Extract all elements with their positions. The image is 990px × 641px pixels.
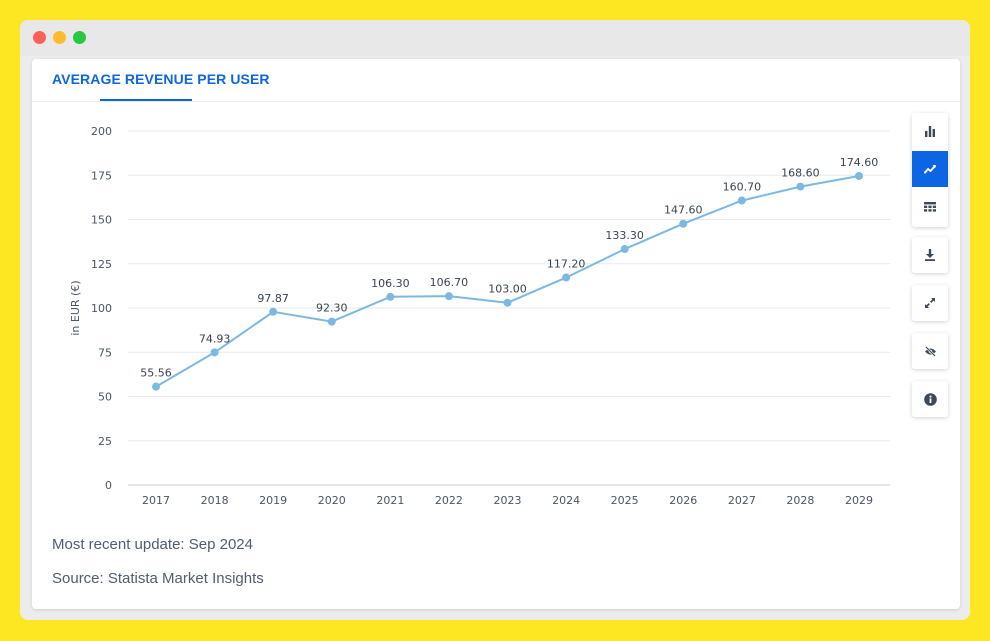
card-header: AVERAGE REVENUE PER USER bbox=[32, 59, 960, 102]
data-label: 174.60 bbox=[840, 156, 879, 169]
data-point bbox=[386, 292, 395, 301]
x-tick-label: 2017 bbox=[142, 494, 170, 507]
data-label: 55.56 bbox=[140, 367, 172, 380]
data-point bbox=[796, 182, 805, 191]
data-point bbox=[327, 317, 336, 326]
y-tick-label: 100 bbox=[91, 302, 112, 315]
download-button[interactable] bbox=[912, 237, 948, 273]
line-chart: 0 25 50 75 100 125 150 175 200 in EUR (€) 2017 2018… bbox=[69, 125, 890, 507]
info-button[interactable] bbox=[912, 381, 948, 417]
hide-button[interactable] bbox=[912, 333, 948, 369]
data-label: 147.60 bbox=[664, 204, 703, 217]
chart-card: AVERAGE REVENUE PER USER 0 25 50 75 100 125 15… bbox=[32, 59, 960, 609]
close-window-button[interactable] bbox=[33, 31, 46, 44]
data-label: 92.30 bbox=[316, 302, 348, 315]
y-tick-label: 0 bbox=[105, 479, 112, 492]
x-tick-label: 2025 bbox=[611, 494, 639, 507]
data-label: 97.87 bbox=[257, 292, 289, 305]
y-tick-label: 150 bbox=[91, 214, 112, 227]
x-tick-label: 2019 bbox=[259, 494, 287, 507]
x-tick-label: 2029 bbox=[845, 494, 873, 507]
x-tick-label: 2027 bbox=[728, 494, 756, 507]
data-point bbox=[679, 219, 688, 228]
bar-chart-button[interactable] bbox=[912, 113, 948, 149]
data-point bbox=[152, 382, 160, 391]
line-chart-button[interactable] bbox=[912, 151, 948, 187]
info-icon bbox=[923, 392, 937, 406]
active-tab-underline bbox=[100, 99, 192, 101]
window-titlebar bbox=[20, 20, 970, 56]
data-point bbox=[562, 273, 571, 282]
y-tick-label: 125 bbox=[91, 258, 112, 271]
minimize-window-button[interactable] bbox=[53, 31, 66, 44]
eye-off-icon bbox=[924, 345, 936, 357]
expand-icon bbox=[925, 298, 935, 308]
x-tick-label: 2028 bbox=[786, 494, 814, 507]
data-label: 133.30 bbox=[605, 229, 644, 242]
series-line bbox=[155, 175, 860, 388]
data-point bbox=[269, 307, 278, 316]
y-tick-label: 175 bbox=[91, 169, 112, 182]
chart-title-tab[interactable]: AVERAGE REVENUE PER USER bbox=[52, 71, 270, 87]
y-tick-label: 200 bbox=[91, 125, 112, 138]
bar-chart-icon bbox=[925, 126, 935, 137]
data-label: 160.70 bbox=[723, 181, 762, 194]
x-tick-label: 2018 bbox=[201, 494, 229, 507]
y-axis-label: in EUR (€) bbox=[69, 280, 82, 335]
data-label: 117.20 bbox=[547, 258, 586, 271]
data-point bbox=[503, 298, 512, 307]
x-tick-label: 2021 bbox=[376, 494, 404, 507]
fullscreen-button[interactable] bbox=[912, 285, 948, 321]
data-point bbox=[855, 171, 863, 180]
y-tick-label: 25 bbox=[98, 435, 112, 448]
y-tick-label: 50 bbox=[98, 391, 112, 404]
data-point bbox=[620, 245, 629, 254]
data-label: 103.00 bbox=[488, 283, 527, 296]
table-icon bbox=[924, 202, 936, 212]
data-label: 106.30 bbox=[371, 277, 410, 290]
line-chart-icon bbox=[924, 165, 936, 174]
browser-window: AVERAGE REVENUE PER USER 0 25 50 75 100 125 15… bbox=[20, 20, 970, 620]
x-tick-label: 2022 bbox=[435, 494, 463, 507]
data-point bbox=[737, 196, 746, 205]
x-tick-label: 2026 bbox=[669, 494, 697, 507]
table-view-button[interactable] bbox=[912, 189, 948, 225]
data-label: 168.60 bbox=[781, 167, 820, 180]
x-tick-label: 2024 bbox=[552, 494, 580, 507]
x-tick-label: 2023 bbox=[494, 494, 522, 507]
source-text: Source: Statista Market Insights bbox=[52, 570, 264, 587]
y-tick-label: 75 bbox=[98, 346, 112, 359]
update-text: Most recent update: Sep 2024 bbox=[52, 536, 253, 553]
chart-type-group bbox=[912, 113, 948, 227]
data-label: 74.93 bbox=[199, 332, 231, 345]
data-point bbox=[444, 292, 453, 301]
data-point bbox=[210, 348, 219, 357]
x-tick-label: 2020 bbox=[318, 494, 346, 507]
maximize-window-button[interactable] bbox=[73, 31, 86, 44]
download-icon bbox=[925, 249, 935, 261]
data-label: 106.70 bbox=[430, 276, 469, 289]
